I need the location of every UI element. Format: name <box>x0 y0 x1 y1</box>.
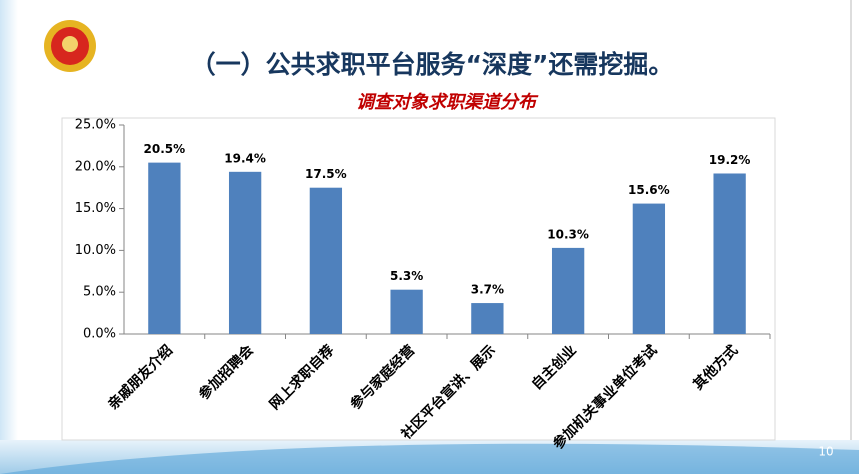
value-label: 10.3% <box>547 227 589 241</box>
bar <box>471 303 504 334</box>
y-tick-label: 20.0% <box>75 159 116 174</box>
bar <box>309 187 343 334</box>
bar <box>551 247 585 334</box>
y-tick-label: 25.0% <box>75 118 116 133</box>
bar <box>390 289 423 334</box>
side-band <box>0 0 18 474</box>
y-tick-label: 5.0% <box>83 285 116 300</box>
page-number: 10 <box>818 445 833 459</box>
y-tick-label: 15.0% <box>75 201 116 216</box>
value-label: 20.5% <box>144 142 186 156</box>
value-label: 5.3% <box>390 269 423 283</box>
chart-title: 调查对象求职渠道分布 <box>356 92 539 113</box>
y-tick-label: 0.0% <box>83 327 116 342</box>
value-label: 19.2% <box>709 153 751 167</box>
emblem <box>44 20 96 72</box>
value-label: 3.7% <box>471 283 504 297</box>
value-label: 15.6% <box>628 183 670 197</box>
slide-title: （一）公共求职平台服务“深度”还需挖掘。 <box>191 50 674 79</box>
y-tick-label: 10.0% <box>75 243 116 258</box>
bar <box>148 162 181 334</box>
value-label: 17.5% <box>305 167 347 181</box>
footer-wave <box>0 443 859 474</box>
chart-frame <box>61 117 776 441</box>
bar <box>632 203 666 334</box>
bar <box>713 173 746 334</box>
value-label: 19.4% <box>224 151 266 165</box>
bar <box>228 171 262 334</box>
